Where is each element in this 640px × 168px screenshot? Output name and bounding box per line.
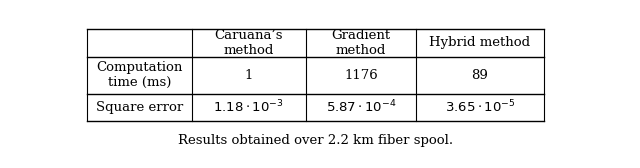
- Text: Caruana’s
method: Caruana’s method: [214, 29, 283, 57]
- Text: $3.65 \cdot 10^{-5}$: $3.65 \cdot 10^{-5}$: [445, 99, 515, 116]
- Text: Computation
time (ms): Computation time (ms): [97, 61, 182, 89]
- Text: Hybrid method: Hybrid method: [429, 36, 531, 50]
- Text: 1: 1: [244, 69, 253, 82]
- Text: $5.87 \cdot 10^{-4}$: $5.87 \cdot 10^{-4}$: [326, 99, 396, 116]
- Text: Gradient
method: Gradient method: [332, 29, 390, 57]
- Text: Results obtained over 2.2 km fiber spool.: Results obtained over 2.2 km fiber spool…: [178, 134, 453, 147]
- Text: 89: 89: [472, 69, 488, 82]
- Text: 1176: 1176: [344, 69, 378, 82]
- Text: Square error: Square error: [96, 101, 183, 114]
- Text: $1.18 \cdot 10^{-3}$: $1.18 \cdot 10^{-3}$: [213, 99, 284, 116]
